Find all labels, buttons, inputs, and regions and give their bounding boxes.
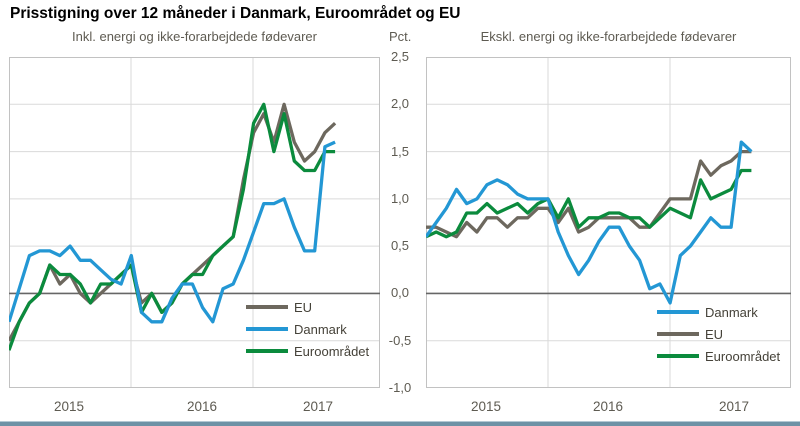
legend-line-swatch — [246, 349, 288, 353]
plot-border — [426, 57, 791, 388]
left-chart-subtitle: Inkl. energi og ikke-forarbejdede fødeva… — [72, 29, 317, 44]
series-line-euroomraadet — [425, 168, 752, 239]
left-chart-legend: EU Danmark Euroområdet — [246, 296, 369, 362]
legend-label: EU — [705, 326, 724, 342]
legend-line-swatch — [657, 332, 699, 336]
legend-item: Danmark — [246, 318, 369, 340]
left-chart-svg — [7, 57, 380, 388]
legend-item: EU — [246, 296, 369, 318]
legend-label: Danmark — [705, 304, 758, 320]
legend-line-swatch — [657, 354, 699, 358]
legend-item: EU — [657, 323, 780, 345]
legend-line-swatch — [246, 327, 288, 331]
y-tick-label: 0,5 — [390, 238, 410, 254]
legend-item: Euroområdet — [657, 345, 780, 367]
x-tick-year: 2015 — [53, 399, 85, 414]
y-tick-label: 1,5 — [390, 143, 410, 159]
y-tick-label: 2,0 — [390, 96, 410, 112]
x-tick-year: 2016 — [592, 399, 624, 414]
series-line-danmark — [424, 140, 753, 305]
legend-label: Danmark — [294, 321, 347, 337]
plot-border — [9, 57, 380, 388]
legend-label: Euroområdet — [294, 343, 370, 359]
legend-line-swatch — [657, 310, 699, 314]
y-tick-label: 1,0 — [390, 190, 410, 206]
series-line-eu — [426, 149, 752, 239]
right-chart-svg — [424, 57, 791, 388]
legend-label: EU — [294, 299, 313, 315]
y-axis-unit-label: Pct. — [389, 29, 412, 44]
y-tick-label: -0,5 — [388, 332, 412, 348]
legend-label: Euroområdet — [705, 348, 781, 364]
x-tick-year: 2016 — [186, 399, 218, 414]
legend-item: Danmark — [657, 301, 780, 323]
right-chart-subtitle: Ekskl. energi og ikke-forarbejdede fødev… — [480, 29, 737, 44]
legend-line-swatch — [246, 305, 288, 309]
x-tick-year: 2017 — [302, 399, 334, 414]
right-chart-legend: Danmark EU Euroområdet — [657, 301, 780, 367]
page-title: Prisstigning over 12 måneder i Danmark, … — [10, 5, 461, 22]
right-chart-plot-area — [424, 57, 791, 393]
y-tick-label: 2,5 — [390, 49, 410, 64]
legend-item: Euroområdet — [246, 340, 369, 362]
x-tick-year: 2015 — [470, 399, 502, 414]
series-line-danmark — [7, 140, 336, 324]
y-tick-label: 0,0 — [390, 285, 410, 301]
y-tick-label: -1,0 — [388, 380, 412, 395]
left-chart-plot-area — [7, 57, 380, 393]
x-tick-year: 2017 — [718, 399, 750, 414]
bottom-divider-bar — [0, 421, 800, 426]
series-line-euroomraadet — [7, 102, 336, 351]
